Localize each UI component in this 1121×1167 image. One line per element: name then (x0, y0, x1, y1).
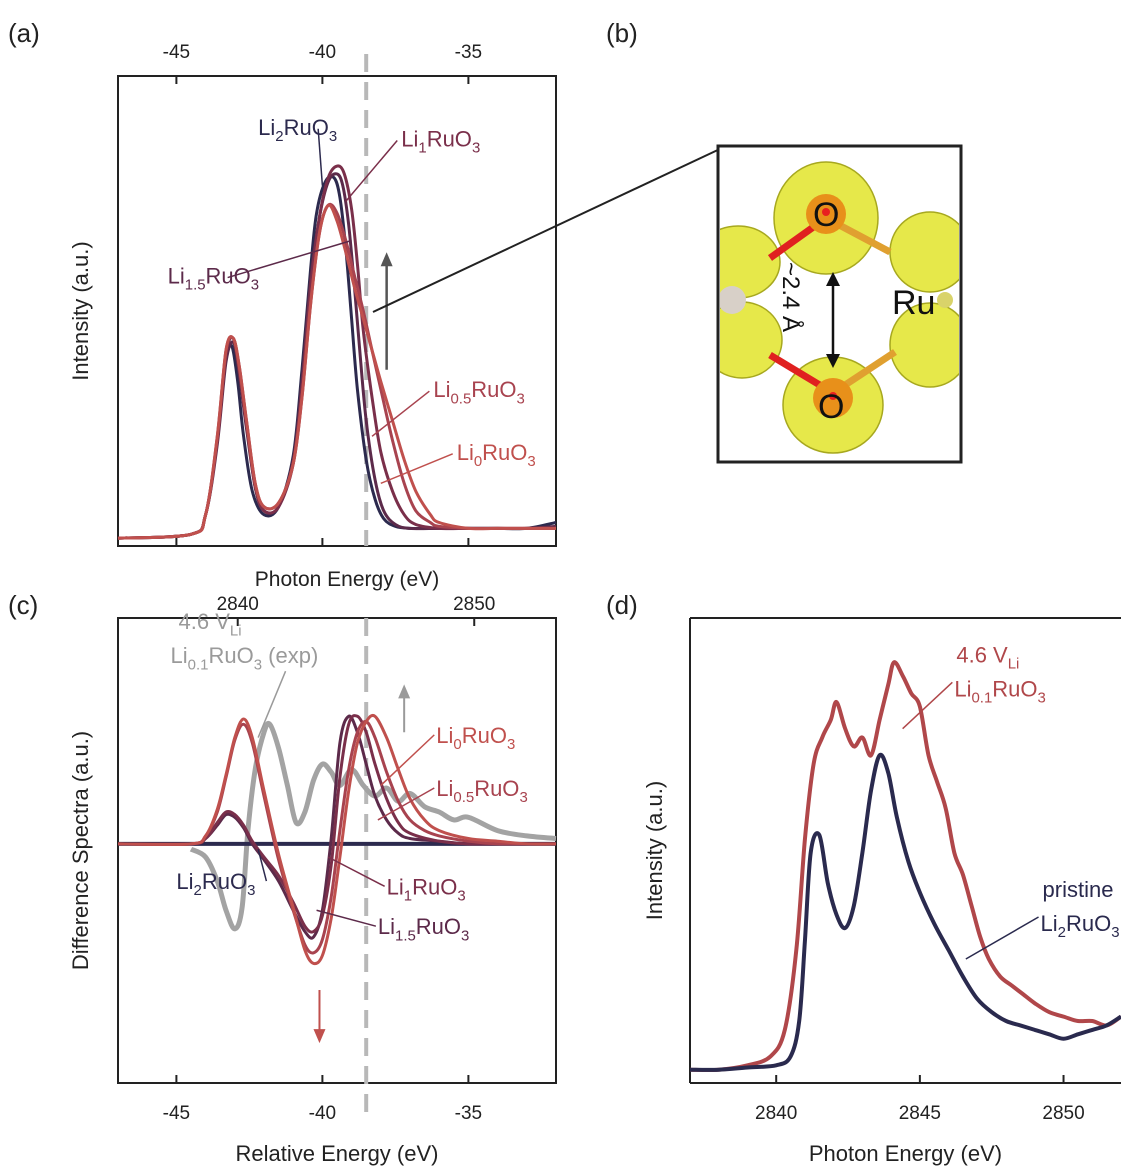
density-blob-right-lower (889, 302, 959, 388)
series-4.6 VLi Li0.1RuO3 (exp)-label: Li0.1RuO3 (exp) (171, 643, 319, 673)
series-Li1RuO3-label: Li1RuO3 (401, 127, 480, 157)
annotation-leader (327, 856, 385, 888)
annotation-leader (965, 916, 1039, 960)
x-tick-label-top: -35 (455, 42, 482, 63)
y-axis-label: Intensity (a.u.) (68, 241, 93, 380)
series-line-Li0.5RuO3 (117, 202, 556, 540)
series-pristine Li2RuO3-label-line1: pristine (1043, 877, 1114, 902)
panel-label-d: (d) (606, 590, 638, 620)
panel-label-c: (c) (8, 590, 38, 620)
y-axis-label: Difference Spectra (a.u.) (68, 731, 93, 970)
series-4.6 VLi Li0.1RuO3-label-line1: 4.6 VLi (956, 642, 1019, 672)
x-tick-label: -45 (163, 1103, 190, 1124)
series-line-Li0RuO3 (117, 713, 557, 966)
series-line-4.6 VLi Li0.1RuO3 (689, 660, 1121, 1073)
density-blob-left-upper (720, 225, 781, 299)
series-pristine Li2RuO3-label: Li2RuO3 (1041, 911, 1120, 941)
series-line-Li2RuO3 (117, 174, 557, 540)
x-tick-label: -35 (455, 1103, 482, 1124)
density-blob-left-lower (720, 301, 783, 379)
x-tick-label: 2845 (899, 1103, 941, 1124)
atom-label-o-bottom: O (818, 388, 844, 426)
chart-a: -45 -40 -35 Intensity (a.u.) Photon Energy (… (68, 42, 557, 591)
x-tick-label: 2840 (755, 1103, 797, 1124)
series-line-Li1.5RuO3 (117, 714, 556, 940)
panel-label-b: (b) (606, 18, 638, 48)
plot-frame (117, 75, 557, 547)
ru-atom-right (937, 292, 953, 308)
chart-d: 2840 2845 2850 Intensity (a.u.) Photon Energ… (642, 617, 1121, 1166)
annotation-leader (257, 670, 287, 738)
x-axis-label: Photon Energy (eV) (809, 1141, 1002, 1166)
x-axis-label: Relative Energy (eV) (236, 1141, 439, 1166)
series-Li2RuO3-label: Li2RuO3 (258, 115, 337, 145)
distance-arrow-head-down (826, 354, 840, 368)
oxygen-atom-highlight (822, 208, 830, 216)
annotation-leader (380, 734, 435, 786)
oxygen-atom-highlight (829, 392, 837, 400)
annotation-leader (371, 390, 430, 437)
x-tick-label: -40 (309, 1103, 336, 1124)
series-Li1.5RuO3-label: Li1.5RuO3 (378, 914, 470, 944)
chart-c: -45 -40 -35 2840 2850 Difference Spectra (a.u… (68, 594, 557, 1166)
trend-arrow-head (380, 252, 393, 267)
annotation-leader (317, 128, 324, 186)
series-Li0RuO3-label: Li0RuO3 (436, 723, 515, 753)
annotation-leader (257, 848, 268, 882)
ru-atom-left (720, 286, 746, 314)
inset-b: O O Ru ~2.4 Å (716, 144, 963, 464)
series-line-Li1RuO3 (117, 714, 556, 934)
series-line-Li0RuO3 (117, 203, 556, 540)
x-tick-label-top: -40 (309, 42, 336, 63)
annotation-leader (227, 239, 352, 279)
distance-arrow-head-up (826, 272, 840, 286)
series-Li1.5RuO3-label: Li1.5RuO3 (168, 264, 260, 294)
plot-frame (117, 617, 557, 1084)
atom-label-o-top: O (813, 196, 839, 234)
series-4.6 VLi Li0.1RuO3 (exp)-label-line1: 4.6 VLi (179, 609, 242, 639)
distance-label: ~2.4 Å (777, 262, 805, 332)
series-line-pristine Li2RuO3 (689, 752, 1121, 1072)
series-line-4.6 VLi Li0.1RuO3 (exp) (189, 720, 557, 932)
series-line-Li1.5RuO3 (117, 172, 557, 540)
series-Li0RuO3-label: Li0RuO3 (457, 440, 536, 470)
inset-connector-upper (372, 147, 723, 313)
series-Li2RuO3-label: Li2RuO3 (176, 869, 255, 899)
annotation-leader (902, 681, 953, 730)
series-Li0.5RuO3-label: Li0.5RuO3 (436, 776, 528, 806)
annotation-leader (377, 787, 435, 821)
density-blob-right-upper (889, 211, 959, 293)
series-Li1RuO3-label: Li1RuO3 (387, 874, 466, 904)
annotation-leader (380, 453, 454, 485)
trend-arrow-down-head (313, 1029, 326, 1044)
x-tick-label: 2850 (1042, 1103, 1084, 1124)
x-tick-label-top: -45 (163, 42, 190, 63)
trend-arrow-up-head (398, 684, 411, 699)
panel-label-a: (a) (8, 18, 40, 48)
annotation-leader (316, 909, 377, 927)
x-tick-label-top: 2840 (217, 594, 259, 615)
atom-label-ru: Ru (892, 284, 935, 322)
series-4.6 VLi Li0.1RuO3-label: Li0.1RuO3 (954, 676, 1046, 706)
series-Li0.5RuO3-label: Li0.5RuO3 (433, 377, 525, 407)
x-tick-label-top: 2850 (453, 594, 495, 615)
y-axis-label: Intensity (a.u.) (642, 781, 667, 920)
x-axis-label-top: Photon Energy (eV) (255, 568, 439, 591)
annotation-leader (345, 140, 398, 202)
